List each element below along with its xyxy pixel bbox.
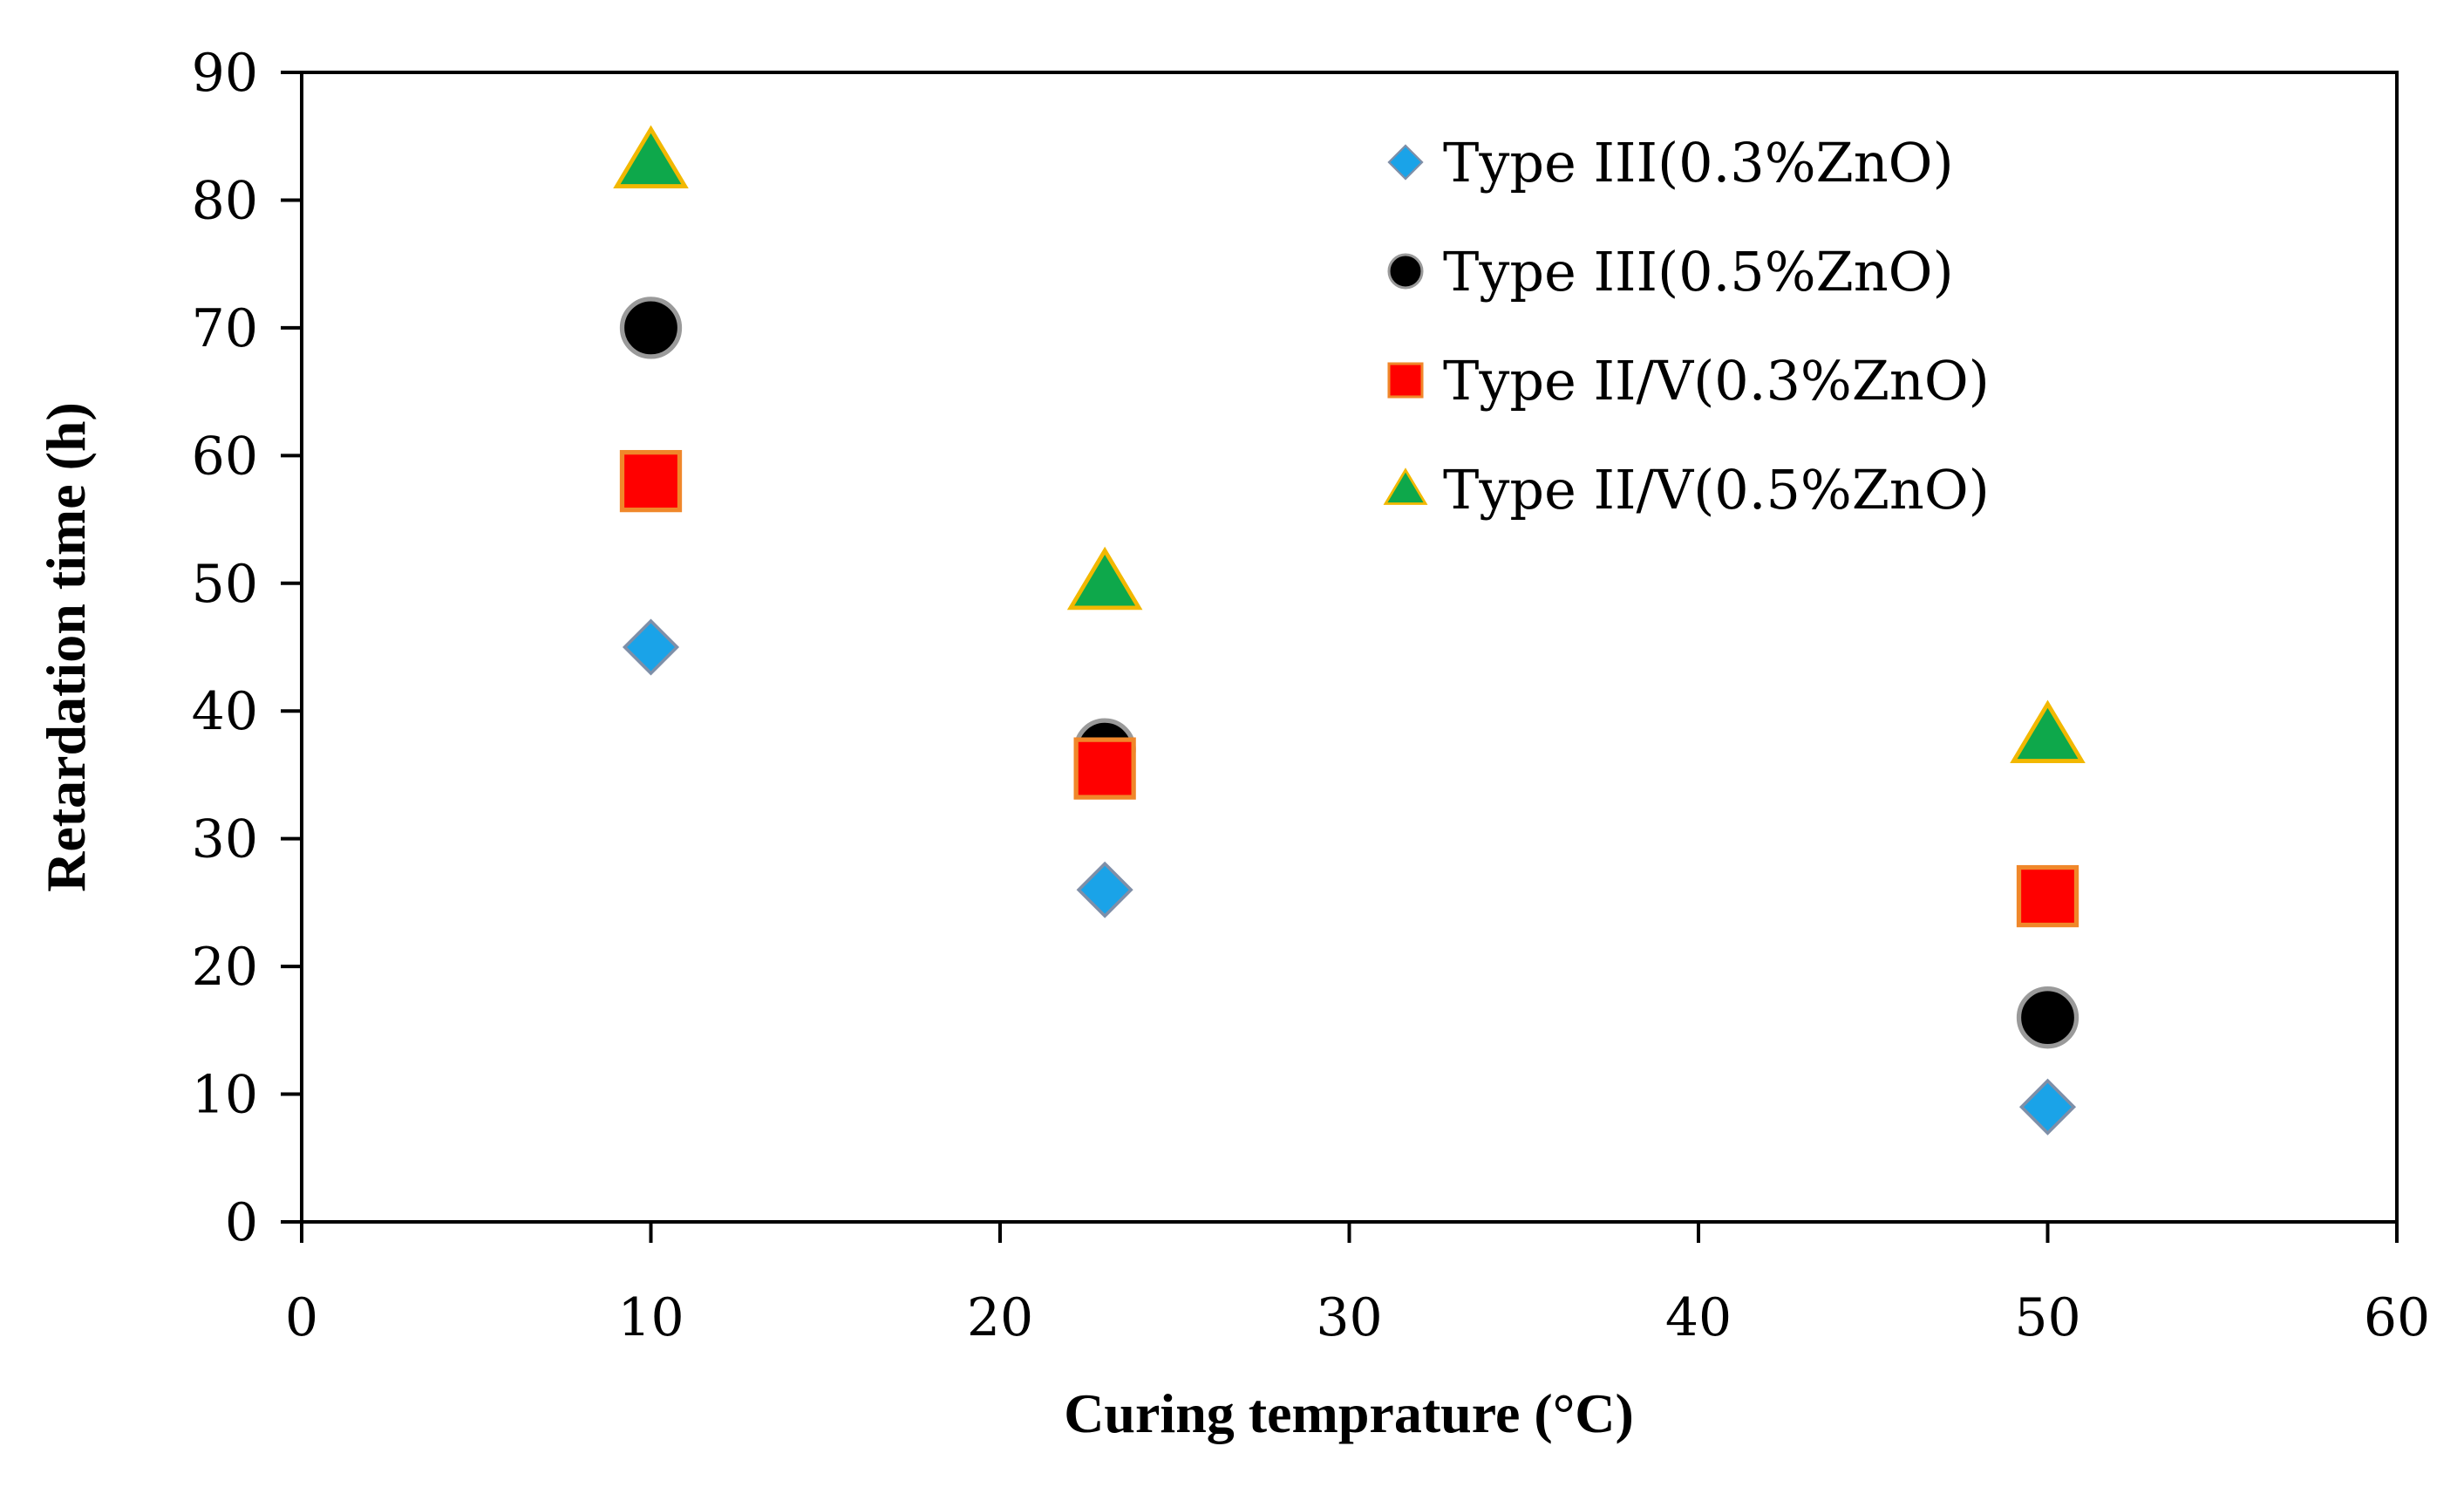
y-tick-label: 70 [192, 298, 258, 359]
legend-label: Type II/V(0.5%ZnO) [1443, 458, 1990, 522]
point-triangle [2010, 699, 2086, 763]
y-tick-label: 20 [192, 937, 258, 998]
x-tick-label: 20 [967, 1287, 1033, 1348]
x-axis-title: Curing temprature (°C) [1064, 1382, 1634, 1444]
legend-marker-diamond [1387, 144, 1424, 181]
legend-label: Type III(0.3%ZnO) [1443, 131, 1954, 194]
point-diamond [1076, 861, 1133, 918]
y-tick-label: 30 [192, 809, 258, 870]
x-tick-label: 30 [1316, 1287, 1382, 1348]
y-tick-label: 50 [192, 554, 258, 615]
plot-area [300, 71, 2399, 1224]
legend-marker-triangle [1383, 467, 1428, 505]
point-square [2016, 864, 2079, 928]
point-circle [2016, 986, 2079, 1049]
point-triangle [613, 125, 689, 188]
y-tick-label: 10 [192, 1065, 258, 1126]
legend-label: Type III(0.5%ZnO) [1443, 240, 1954, 304]
y-axis: 0 10 20 30 40 50 60 70 80 90 [192, 43, 302, 1253]
point-triangle [1066, 546, 1143, 611]
y-tick-label: 0 [225, 1192, 258, 1253]
x-tick-label: 40 [1665, 1287, 1732, 1348]
point-circle [619, 297, 683, 359]
y-tick-label: 40 [192, 681, 258, 742]
x-tick-label: 60 [2364, 1287, 2430, 1348]
x-tick-label: 50 [2014, 1287, 2080, 1348]
point-diamond [622, 618, 680, 676]
legend: Type III(0.3%ZnO) Type III(0.5%ZnO) Type I… [1383, 131, 1990, 522]
y-tick-label: 80 [192, 170, 258, 231]
point-diamond [2018, 1078, 2077, 1136]
x-axis: 0 10 20 30 40 50 60 [285, 1222, 2430, 1348]
legend-label: Type II/V(0.3%ZnO) [1443, 349, 1990, 413]
x-tick-label: 0 [285, 1287, 318, 1348]
data-points [613, 125, 2086, 1136]
point-square [619, 449, 683, 513]
point-square [1073, 737, 1136, 800]
x-tick-label: 10 [617, 1287, 684, 1348]
y-tick-label: 90 [192, 43, 258, 104]
y-axis-title: Retardation time (h) [35, 402, 97, 892]
legend-marker-circle [1387, 253, 1424, 290]
y-tick-label: 60 [192, 426, 258, 487]
legend-marker-square [1387, 362, 1424, 399]
